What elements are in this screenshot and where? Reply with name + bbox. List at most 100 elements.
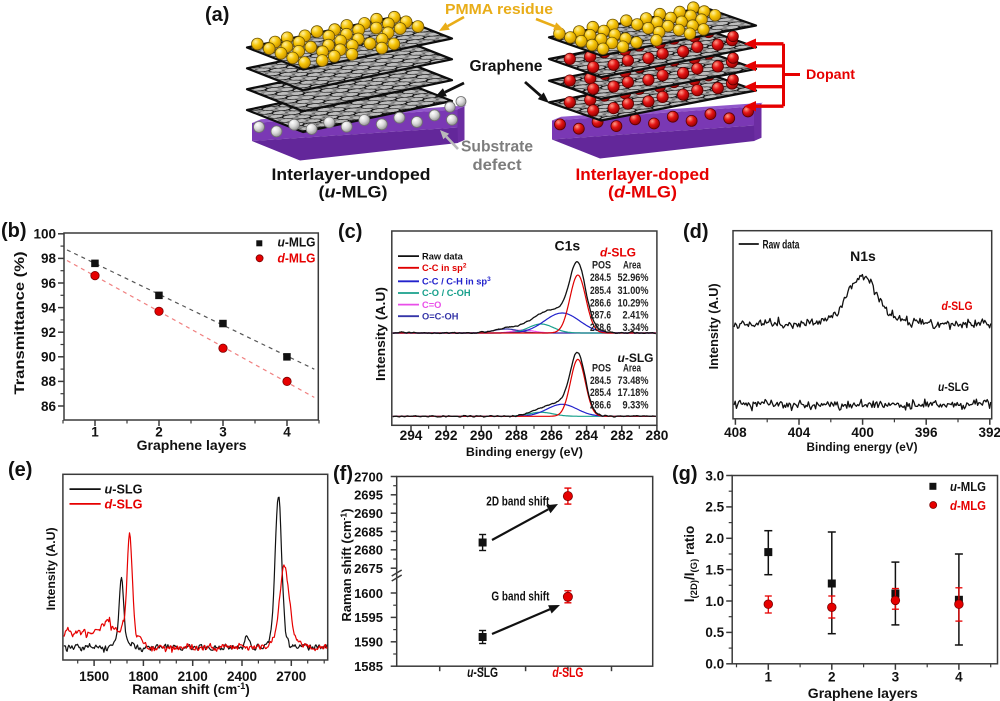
svg-text:94: 94 bbox=[41, 300, 57, 315]
svg-text:3: 3 bbox=[219, 425, 227, 440]
svg-text:90: 90 bbox=[41, 350, 56, 365]
svg-text:POS: POS bbox=[592, 260, 611, 272]
svg-text:1.5: 1.5 bbox=[705, 562, 724, 577]
svg-text:286.6: 286.6 bbox=[590, 297, 611, 309]
svg-text:292: 292 bbox=[435, 428, 458, 443]
svg-text:POS: POS bbox=[592, 363, 611, 375]
svg-text:2690: 2690 bbox=[354, 506, 383, 521]
svg-text:392: 392 bbox=[979, 425, 1000, 440]
svg-text:3.34%: 3.34% bbox=[623, 322, 649, 334]
svg-text:2700: 2700 bbox=[354, 469, 383, 484]
svg-text:Interlayer-doped: Interlayer-doped bbox=[576, 165, 710, 184]
svg-text:92: 92 bbox=[41, 325, 56, 340]
svg-text:(d): (d) bbox=[683, 221, 709, 243]
svg-text:1590: 1590 bbox=[354, 635, 383, 650]
svg-text:1: 1 bbox=[91, 425, 99, 440]
svg-text:280: 280 bbox=[645, 428, 668, 443]
svg-text:96: 96 bbox=[41, 276, 57, 291]
svg-text:284.5: 284.5 bbox=[590, 272, 611, 284]
svg-text:d-SLG: d-SLG bbox=[600, 246, 636, 260]
svg-text:Intensity (A.U): Intensity (A.U) bbox=[44, 527, 58, 610]
svg-text:396: 396 bbox=[915, 425, 938, 440]
svg-text:286: 286 bbox=[540, 428, 563, 443]
svg-text:4: 4 bbox=[955, 669, 963, 684]
svg-text:u-MLG: u-MLG bbox=[950, 480, 986, 494]
svg-text:Raw data: Raw data bbox=[763, 240, 800, 252]
svg-text:2D band shift: 2D band shift bbox=[486, 494, 550, 508]
svg-text:d-SLG: d-SLG bbox=[105, 497, 143, 511]
svg-text:2.41%: 2.41% bbox=[623, 309, 649, 321]
svg-text:3.0: 3.0 bbox=[705, 468, 724, 483]
svg-text:Binding energy (eV): Binding energy (eV) bbox=[466, 445, 583, 459]
svg-text:C-C in sp2: C-C in sp2 bbox=[422, 263, 467, 274]
svg-text:294: 294 bbox=[400, 428, 423, 443]
svg-text:400: 400 bbox=[851, 425, 874, 440]
svg-text:u-SLG: u-SLG bbox=[105, 483, 143, 497]
svg-text:Raman shift (cm-1): Raman shift (cm-1) bbox=[338, 508, 354, 621]
svg-text:1: 1 bbox=[765, 669, 773, 684]
svg-text:290: 290 bbox=[470, 428, 493, 443]
svg-text:2680: 2680 bbox=[354, 543, 383, 558]
svg-text:I(2D)/I(G) ratio: I(2D)/I(G) ratio bbox=[682, 526, 700, 603]
svg-text:d-SLG: d-SLG bbox=[942, 299, 973, 313]
svg-text:52.96%: 52.96% bbox=[618, 272, 649, 284]
svg-text:1595: 1595 bbox=[354, 610, 383, 625]
svg-text:Graphene layers: Graphene layers bbox=[808, 686, 918, 701]
svg-text:1.0: 1.0 bbox=[705, 594, 724, 609]
svg-text:1500: 1500 bbox=[79, 669, 109, 684]
svg-text:284: 284 bbox=[575, 428, 598, 443]
svg-text:285.4: 285.4 bbox=[590, 387, 611, 399]
svg-text:u-SLG: u-SLG bbox=[938, 380, 969, 394]
svg-text:C1s: C1s bbox=[554, 238, 580, 254]
svg-text:d-MLG: d-MLG bbox=[950, 499, 986, 513]
svg-text:284.5: 284.5 bbox=[590, 375, 611, 387]
svg-text:(d-MLG): (d-MLG) bbox=[608, 183, 677, 202]
svg-text:Transmittance (%): Transmittance (%) bbox=[12, 252, 27, 395]
svg-text:(g): (g) bbox=[672, 463, 698, 485]
svg-text:G band shift: G band shift bbox=[491, 590, 550, 604]
svg-text:Raman shift (cm-1): Raman shift (cm-1) bbox=[132, 681, 250, 697]
svg-text:u-MLG: u-MLG bbox=[278, 236, 316, 250]
svg-text:d-MLG: d-MLG bbox=[278, 252, 316, 266]
svg-text:288: 288 bbox=[505, 428, 528, 443]
svg-text:Raw data: Raw data bbox=[422, 251, 464, 261]
svg-text:2.5: 2.5 bbox=[705, 500, 724, 515]
svg-text:d-SLG: d-SLG bbox=[552, 665, 583, 680]
svg-text:Graphene: Graphene bbox=[470, 58, 543, 75]
svg-text:Graphene layers: Graphene layers bbox=[137, 438, 247, 453]
svg-text:(u-MLG): (u-MLG) bbox=[319, 183, 388, 202]
svg-text:2400: 2400 bbox=[227, 669, 257, 684]
svg-text:(c): (c) bbox=[338, 221, 362, 243]
svg-text:288.6: 288.6 bbox=[590, 322, 611, 334]
svg-text:2100: 2100 bbox=[178, 669, 208, 684]
svg-text:10.29%: 10.29% bbox=[618, 297, 649, 309]
svg-text:408: 408 bbox=[724, 425, 747, 440]
svg-text:2685: 2685 bbox=[354, 524, 383, 539]
svg-text:Binding energy (eV): Binding energy (eV) bbox=[807, 440, 918, 454]
svg-text:2.0: 2.0 bbox=[705, 531, 724, 546]
svg-text:O=C-OH: O=C-OH bbox=[422, 311, 459, 321]
svg-text:4: 4 bbox=[283, 425, 291, 440]
svg-text:282: 282 bbox=[610, 428, 633, 443]
svg-text:Area: Area bbox=[623, 363, 642, 375]
svg-text:2675: 2675 bbox=[354, 561, 383, 576]
svg-text:(b): (b) bbox=[1, 220, 27, 242]
svg-text:Substrate: Substrate bbox=[461, 139, 533, 156]
svg-text:(f): (f) bbox=[333, 463, 353, 485]
svg-text:31.00%: 31.00% bbox=[618, 285, 649, 297]
svg-text:2700: 2700 bbox=[276, 669, 306, 684]
svg-text:1800: 1800 bbox=[128, 669, 158, 684]
svg-text:C-C / C-H in sp3: C-C / C-H in sp3 bbox=[422, 276, 491, 287]
svg-text:u-SLG: u-SLG bbox=[617, 351, 653, 365]
svg-text:2: 2 bbox=[155, 425, 163, 440]
svg-text:98: 98 bbox=[41, 251, 57, 266]
svg-text:defect: defect bbox=[473, 157, 523, 174]
svg-text:2: 2 bbox=[828, 669, 836, 684]
svg-text:1585: 1585 bbox=[354, 659, 383, 674]
svg-text:C-O / C-OH: C-O / C-OH bbox=[422, 288, 471, 298]
svg-text:9.33%: 9.33% bbox=[623, 399, 649, 411]
svg-text:1600: 1600 bbox=[354, 586, 383, 601]
svg-text:285.4: 285.4 bbox=[590, 285, 611, 297]
svg-text:(e): (e) bbox=[8, 459, 32, 481]
svg-text:286.6: 286.6 bbox=[590, 399, 611, 411]
